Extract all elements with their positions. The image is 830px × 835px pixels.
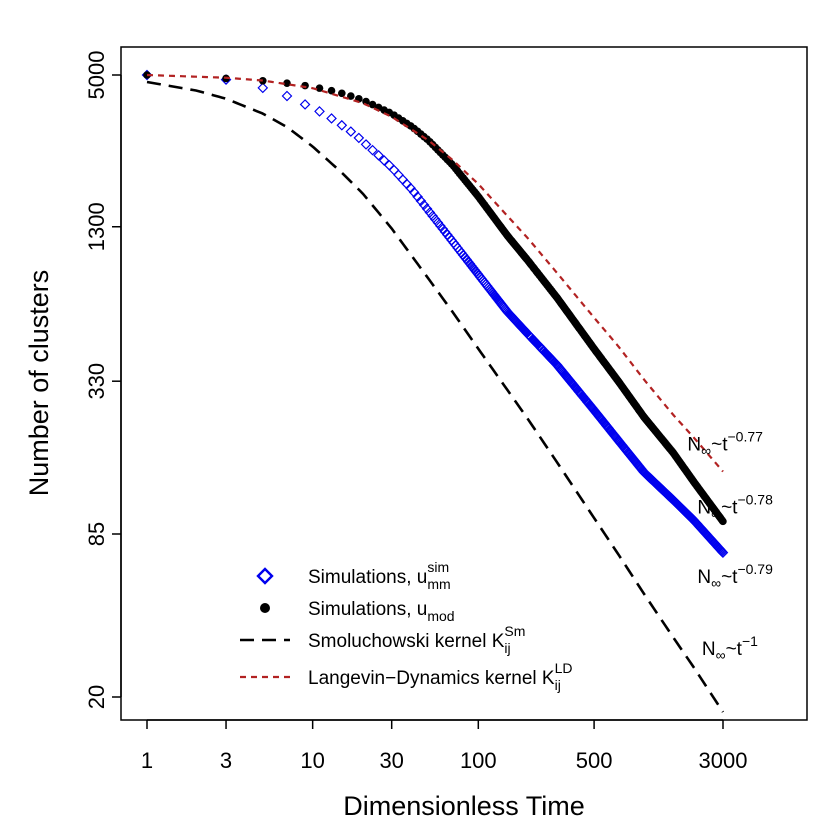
y-tick-label: 5000	[84, 51, 109, 100]
slope-annotation: N∞~t−0.79	[697, 561, 773, 591]
data-point	[353, 132, 365, 144]
data-point	[360, 139, 372, 150]
x-tick-label: 100	[460, 748, 497, 773]
slope-annotation: N∞~t−0.78	[697, 491, 773, 521]
series-2	[146, 80, 725, 713]
data-point	[373, 150, 384, 161]
series-line	[146, 73, 724, 473]
data-point	[393, 169, 404, 181]
data-point	[315, 84, 324, 92]
data-point	[383, 159, 395, 171]
data-point	[281, 90, 293, 102]
series-0	[141, 69, 729, 558]
data-point	[336, 119, 348, 131]
slope-annotation: N∞~t−1	[702, 633, 758, 663]
data-point	[299, 99, 311, 110]
x-axis-title: Dimensionless Time	[343, 791, 585, 821]
y-tick-label: 1300	[84, 202, 109, 251]
data-point	[257, 82, 269, 94]
legend: Simulations, ummsim Simulations, umodSmol…	[240, 559, 573, 693]
x-tick-label: 3	[220, 748, 232, 773]
y-tick-label: 20	[84, 685, 109, 709]
x-tick-label: 30	[379, 748, 403, 773]
legend-marker	[260, 603, 270, 613]
data-point	[338, 89, 346, 98]
legend-label: Langevin−Dynamics kernel KijLD	[308, 660, 573, 693]
annotations: N∞~t−0.77 N∞~t−0.78 N∞~t−0.79 N∞~t−1	[687, 429, 773, 663]
x-tick-label: 3000	[699, 748, 748, 773]
x-tick-label: 1	[141, 748, 153, 773]
data-point	[345, 126, 357, 137]
data-point	[327, 86, 336, 95]
data-point	[412, 191, 423, 203]
data-point	[415, 195, 427, 207]
x-axis: 1 3 10 30 100 500 3000	[141, 719, 748, 773]
data-point	[314, 106, 325, 117]
data-point	[367, 144, 378, 156]
legend-label: Simulations, umod	[308, 599, 455, 624]
data-point	[388, 164, 400, 176]
series-layer	[141, 69, 729, 713]
y-tick-label: 330	[84, 363, 109, 400]
data-point	[326, 113, 337, 124]
y-axis: 20 85 330 1300 5000	[84, 51, 122, 709]
data-point	[378, 155, 390, 166]
data-point	[717, 547, 729, 558]
slope-annotation: N∞~t−0.77	[687, 429, 763, 459]
data-point	[368, 100, 377, 109]
data-point	[283, 79, 291, 87]
series-1	[143, 71, 727, 526]
plot-frame	[120, 46, 808, 721]
x-tick-label: 500	[576, 748, 613, 773]
data-point	[719, 517, 727, 526]
legend-label: Smoluchowski kernel KijSm	[308, 623, 525, 656]
legend-marker	[256, 567, 274, 585]
legend-label: Simulations, ummsim	[308, 559, 451, 592]
y-axis-title: Number of clusters	[24, 270, 54, 497]
x-tick-label: 10	[300, 748, 324, 773]
series-3	[146, 73, 724, 473]
series-line	[146, 80, 725, 713]
data-point	[408, 187, 420, 198]
y-tick-label: 85	[84, 522, 109, 546]
